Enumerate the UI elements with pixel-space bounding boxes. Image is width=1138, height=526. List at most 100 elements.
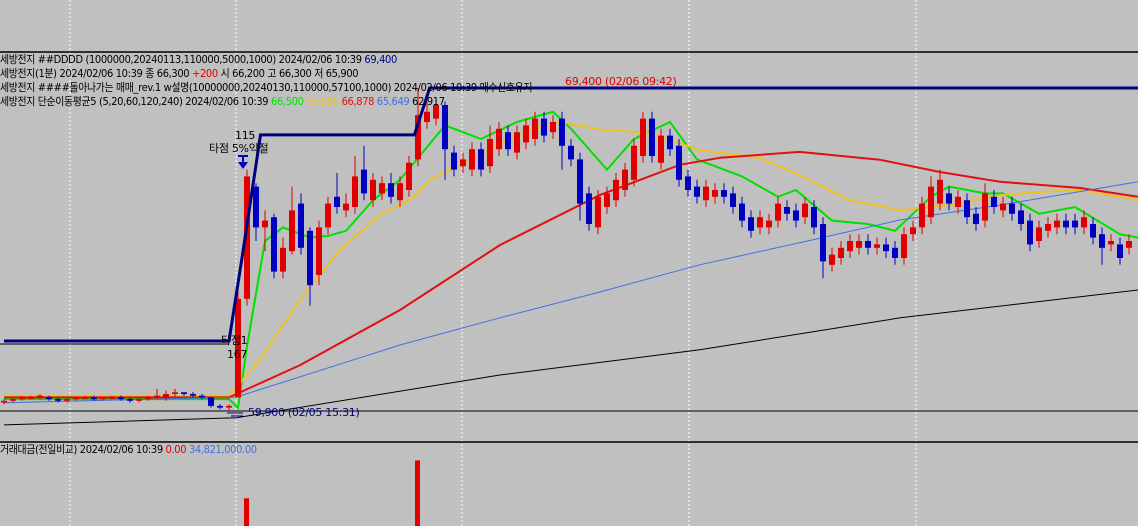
candle-body — [649, 118, 655, 156]
candle-body — [928, 186, 934, 218]
candle-body — [955, 196, 961, 207]
candle — [37, 394, 43, 400]
signal-line — [0, 86, 1138, 345]
candle-body — [298, 203, 304, 248]
ma60-value: 66,878 — [341, 95, 375, 108]
candle-body — [919, 203, 925, 228]
candle-body — [865, 241, 871, 248]
candle — [154, 388, 160, 400]
candle-body — [127, 399, 133, 401]
candle-body — [460, 159, 466, 167]
candle — [28, 395, 34, 400]
header-line-price: 세방전지(1분) 2024/02/06 10:39 종 66,300 +200 … — [0, 67, 359, 80]
candle — [199, 394, 205, 400]
candle — [964, 193, 970, 224]
candle-body — [424, 111, 430, 122]
candle — [370, 173, 376, 207]
min-marker-icon — [227, 412, 243, 417]
candle — [514, 125, 520, 160]
candle-body — [982, 193, 988, 221]
candle — [280, 237, 286, 279]
candle — [451, 145, 457, 177]
candle — [568, 139, 574, 167]
volume-bar — [244, 498, 249, 526]
candle — [910, 220, 916, 241]
candle-body — [1018, 210, 1024, 224]
candle-body — [1, 400, 7, 403]
candle-body — [739, 203, 745, 221]
candle-body — [901, 234, 907, 258]
candle-body — [10, 399, 16, 401]
candle-body — [856, 241, 862, 248]
candle — [136, 397, 142, 403]
candle — [379, 176, 385, 201]
candle-body — [802, 203, 808, 218]
candle-body — [1126, 241, 1132, 248]
candle — [181, 392, 187, 396]
candle — [604, 186, 610, 214]
candle-body — [829, 254, 835, 265]
candle-body — [217, 405, 223, 408]
candle — [91, 395, 97, 401]
candle-body — [685, 176, 691, 190]
price-change: +200 — [192, 67, 218, 80]
candle — [901, 227, 907, 265]
candle-body — [874, 244, 880, 248]
candle-body — [262, 220, 268, 228]
candle — [802, 196, 808, 224]
candle — [361, 145, 367, 201]
candle — [1063, 213, 1069, 235]
candle-body — [712, 190, 718, 197]
ma120-value: 65,649 — [376, 95, 410, 108]
candle — [1081, 210, 1087, 235]
candle — [865, 234, 871, 255]
candle — [64, 397, 70, 403]
candle — [352, 156, 358, 214]
candle-body — [271, 217, 277, 272]
ma-line-120 — [3, 181, 1138, 404]
candle — [307, 227, 313, 306]
candle-body — [748, 217, 754, 231]
candle-body — [172, 392, 178, 394]
candle-body — [793, 210, 799, 221]
min-price-label: 59,900 (02/05 15:31) — [248, 406, 360, 419]
candle-body — [1072, 220, 1078, 228]
candle — [100, 397, 106, 401]
candle-body — [847, 241, 853, 252]
candle-body — [415, 115, 421, 160]
candle — [973, 207, 979, 231]
ma-info: 세방전지 단순이동평균5 (5,20,60,120,240) 2024/02/0… — [0, 95, 269, 108]
candle-body — [253, 186, 259, 228]
candle-body — [937, 179, 943, 204]
candle — [55, 397, 61, 403]
candle — [1027, 213, 1033, 252]
candle-body — [154, 395, 160, 398]
candle-body — [46, 397, 52, 400]
candle — [532, 111, 538, 146]
candle-body — [559, 118, 565, 146]
candle-body — [307, 230, 313, 286]
signal-bottom-count: 167 — [227, 348, 248, 361]
candle — [478, 142, 484, 177]
candle — [487, 125, 493, 173]
candle-body — [397, 183, 403, 201]
header-line-strategy: 세방전지 ####돌아나가는 매매_rev.1 w설명(10000000,202… — [0, 81, 532, 94]
candle-body — [1054, 220, 1060, 228]
candle-body — [370, 179, 376, 201]
candle — [622, 162, 628, 197]
candle — [325, 196, 331, 235]
candle — [145, 395, 151, 401]
candle — [217, 404, 223, 410]
candle-body — [82, 397, 88, 399]
candle — [586, 186, 592, 231]
candle — [262, 210, 268, 252]
candle-body — [361, 169, 367, 194]
signal-top-text: 타점 5%익절 — [209, 142, 269, 155]
candle-body — [1117, 244, 1123, 258]
header-title: 세방전지 ##DDDD (1000000,20240113,110000,500… — [0, 53, 362, 66]
candle — [190, 392, 196, 398]
candle-body — [19, 397, 25, 400]
signal-bottom-text: 타점1 — [221, 334, 248, 347]
